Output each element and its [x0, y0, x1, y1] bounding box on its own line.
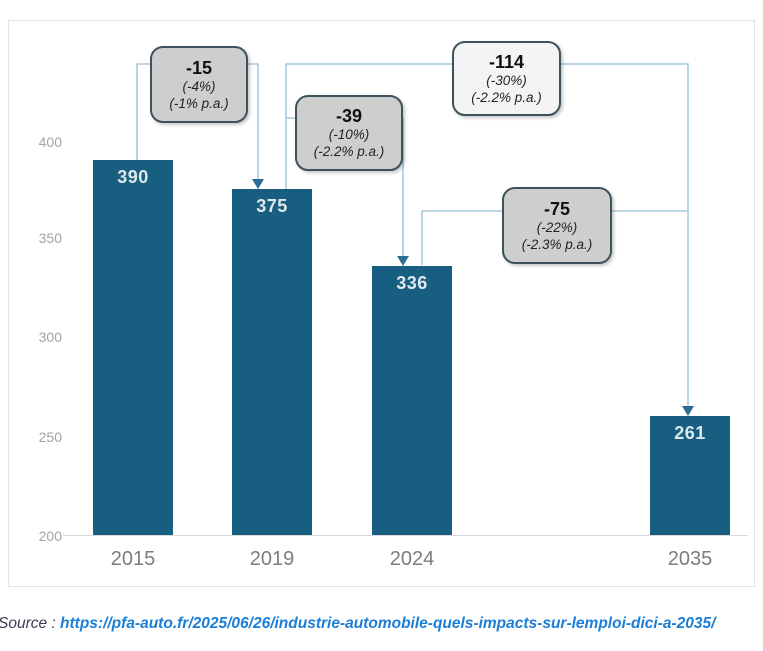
bar-2035: 261: [650, 416, 730, 535]
callout-per-annum: (-1% p.a.): [169, 95, 229, 111]
callout-percent: (-22%): [536, 219, 578, 235]
bar-value-label-2035: 261: [674, 423, 706, 443]
y-axis-tick-250: 250: [38, 429, 62, 445]
callout-delta-value: -75: [543, 198, 570, 219]
y-axis-tick-300: 300: [38, 329, 62, 345]
callout-percent: (-30%): [486, 72, 527, 88]
callout-percent: (-4%): [182, 78, 216, 94]
callout-delta-2019-2024: -39 (-10%) (-2.2% p.a.): [295, 95, 403, 171]
callout-percent: (-10%): [328, 127, 370, 142]
bar-2024: 336: [372, 266, 452, 535]
callout-delta-value: -114: [488, 51, 525, 72]
x-axis-label-2019: 2019: [249, 548, 295, 570]
callout-delta-2024-2035: -75 (-22%) (-2.3% p.a.): [502, 187, 612, 264]
x-axis-label-2015: 2015: [110, 548, 156, 570]
callout-delta-2015-2019: -15 (-4%) (-1% p.a.): [150, 46, 248, 123]
bar-2015: 390: [93, 160, 173, 535]
callout-delta-2019-2035: -114 (-30%) (-2.2% p.a.): [452, 41, 561, 116]
y-axis-tick-200: 200: [38, 528, 62, 544]
callout-delta-value: -15: [185, 57, 212, 78]
source-note: Source : https://pfa-auto.fr/2025/06/26/…: [0, 615, 763, 633]
callout-per-annum: (-2.2% p.a.): [471, 89, 542, 105]
callout-delta-value: -39: [335, 106, 362, 126]
bar-value-label-2015: 390: [117, 167, 149, 187]
callout-per-annum: (-2.3% p.a.): [521, 236, 593, 252]
x-axis-label-2024: 2024: [389, 548, 435, 570]
source-link[interactable]: https://pfa-auto.fr/2025/06/26/industrie…: [60, 615, 716, 632]
source-label: Source :: [0, 615, 61, 632]
x-axis-label-2035: 2035: [667, 548, 713, 570]
x-axis-baseline: [63, 535, 748, 536]
bar-2019: 375: [232, 189, 312, 535]
y-axis-tick-400: 400: [38, 134, 62, 150]
bar-value-label-2019: 375: [256, 196, 288, 216]
y-axis-tick-350: 350: [38, 230, 62, 246]
callout-per-annum: (-2.2% p.a.): [313, 144, 385, 159]
bar-value-label-2024: 336: [396, 273, 428, 293]
